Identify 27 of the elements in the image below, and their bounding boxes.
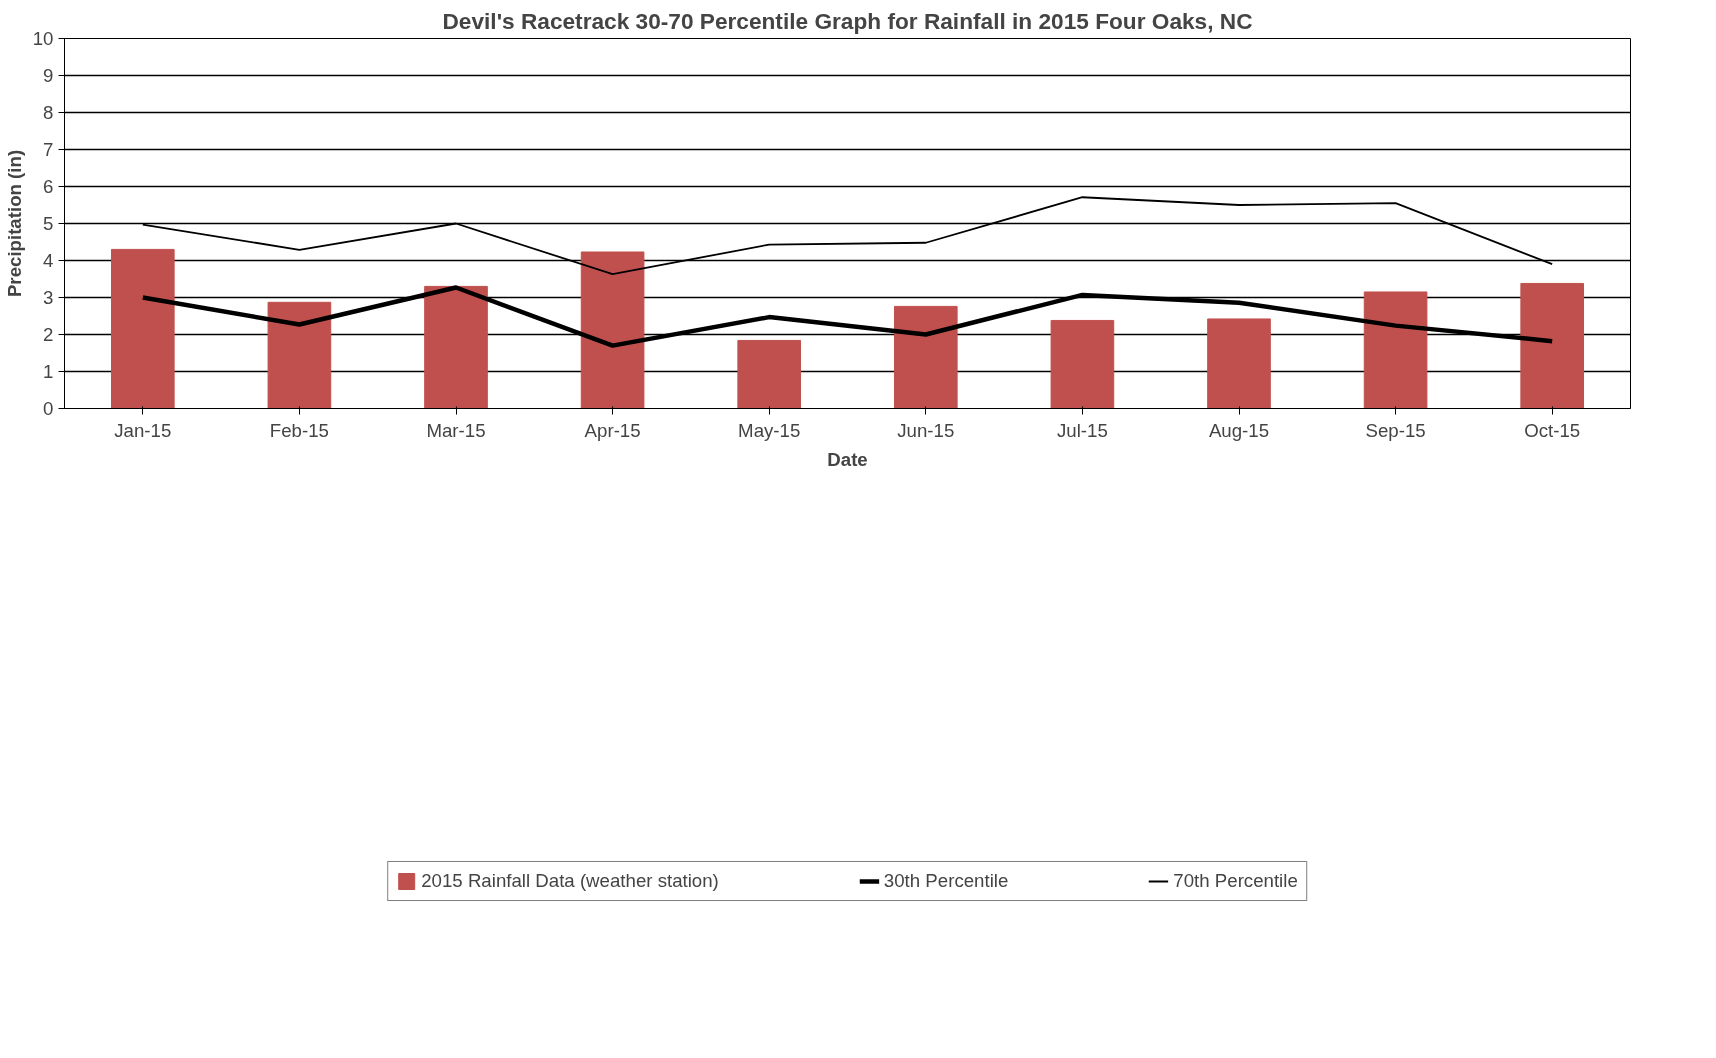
chart-title: Devil's Racetrack 30-70 Percentile Graph for Rainfall in 2015 Four Oaks, NC: [442, 7, 1253, 34]
y-tick-label: 3: [43, 287, 54, 308]
x-tick-label: May-15: [738, 419, 801, 441]
legend-label: 30th Percentile: [883, 869, 1009, 892]
y-tick-label: 2: [43, 324, 54, 345]
y-tick-label: 1: [43, 361, 54, 382]
legend-label: 70th Percentile: [1173, 869, 1298, 892]
x-tick-label: Jul-15: [1056, 419, 1108, 441]
y-tick-label: 5: [43, 213, 54, 234]
x-tick-label: Mar-15: [426, 419, 486, 441]
x-tick-label: Sep-15: [1365, 419, 1426, 441]
x-axis-title: Date: [827, 448, 868, 470]
y-tick-label: 10: [32, 28, 54, 49]
y-tick-label: 7: [43, 139, 54, 160]
x-tick-label: Jun-15: [897, 419, 955, 441]
x-tick-label: Feb-15: [269, 419, 329, 441]
y-tick-label: 8: [43, 102, 54, 123]
legend-label: 2015 Rainfall Data (weather station): [421, 869, 719, 892]
x-tick-label: Aug-15: [1208, 419, 1270, 441]
y-tick-label: 0: [43, 398, 54, 419]
x-tick-label: Oct-15: [1524, 419, 1581, 441]
y-tick-label: 4: [43, 250, 54, 271]
x-tick-label: Jan-15: [114, 419, 172, 441]
x-tick-label: Apr-15: [584, 419, 641, 441]
y-tick-label: 6: [43, 176, 54, 197]
y-tick-label: 9: [43, 65, 54, 86]
y-axis-title: Precipitation (in): [3, 149, 25, 298]
